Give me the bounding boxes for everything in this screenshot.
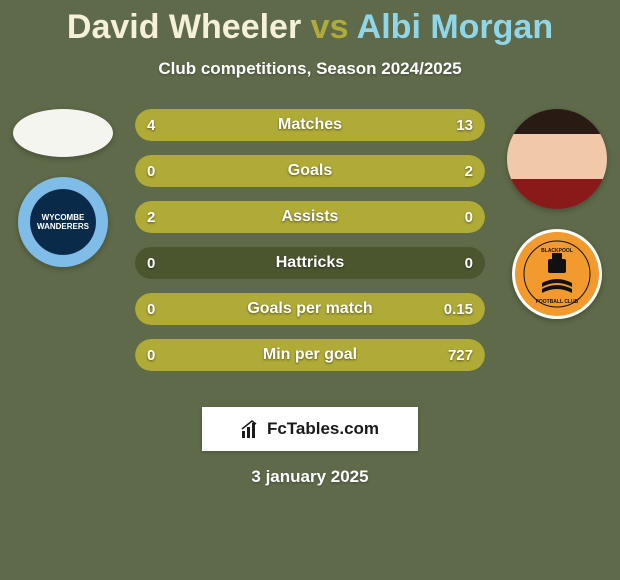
stat-label: Min per goal <box>135 339 485 371</box>
stat-row: 00.15Goals per match <box>135 293 485 325</box>
stat-row: 02Goals <box>135 155 485 187</box>
title-player1: David Wheeler <box>67 8 301 46</box>
stat-label: Assists <box>135 201 485 233</box>
club1-badge-text: WYCOMBE WANDERERS <box>35 194 91 250</box>
player2-avatar <box>507 109 607 209</box>
player1-column: WYCOMBE WANDERERS <box>8 109 118 267</box>
player2-column: BLACKPOOL FOOTBALL CLUB <box>502 109 612 319</box>
stat-label: Goals <box>135 155 485 187</box>
club1-badge: WYCOMBE WANDERERS <box>18 177 108 267</box>
date-text: 3 january 2025 <box>0 467 620 487</box>
comparison-infographic: David Wheeler vs Albi Morgan Club compet… <box>0 0 620 580</box>
club2-badge: BLACKPOOL FOOTBALL CLUB <box>512 229 602 319</box>
stat-bars: 413Matches 02Goals 20Assists 00Hattricks 00.… <box>135 109 485 385</box>
stat-label: Goals per match <box>135 293 485 325</box>
stat-row: 413Matches <box>135 109 485 141</box>
svg-text:BLACKPOOL: BLACKPOOL <box>541 248 573 254</box>
stat-row: 20Assists <box>135 201 485 233</box>
stat-row: 0727Min per goal <box>135 339 485 371</box>
stat-label: Hattricks <box>135 247 485 279</box>
fctables-text: FcTables.com <box>267 419 379 439</box>
title-player2: Albi Morgan <box>357 8 553 46</box>
subtitle: Club competitions, Season 2024/2025 <box>0 59 620 79</box>
player1-avatar <box>13 109 113 157</box>
page-title: David Wheeler vs Albi Morgan <box>0 0 620 47</box>
stat-label: Matches <box>135 109 485 141</box>
content-area: WYCOMBE WANDERERS BLACKPOOL FOOTBALL CLU… <box>0 109 620 389</box>
blackpool-icon: BLACKPOOL FOOTBALL CLUB <box>522 239 592 309</box>
stat-row: 00Hattricks <box>135 247 485 279</box>
svg-text:FOOTBALL CLUB: FOOTBALL CLUB <box>536 299 579 305</box>
fctables-logo: FcTables.com <box>202 407 418 451</box>
title-vs: vs <box>311 8 349 46</box>
chart-icon <box>241 419 261 439</box>
